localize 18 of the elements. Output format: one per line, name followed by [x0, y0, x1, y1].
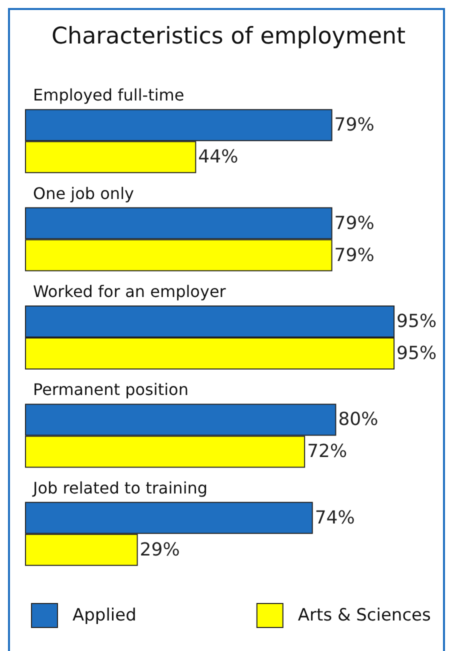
data-label: 79% [334, 114, 374, 136]
data-label: 79% [334, 244, 374, 266]
data-label: 95% [396, 343, 437, 364]
data-label: 95% [396, 311, 437, 332]
y-tick-label: Permanent position [33, 380, 188, 400]
y-tick-label: Job related to training [32, 478, 208, 498]
legend-label: Arts & Sciences [298, 606, 432, 626]
y-tick-label: Worked for an employer [33, 282, 226, 301]
y-tick-label: Employed full-time [33, 86, 184, 105]
legend-label: Applied [72, 606, 136, 626]
y-tick-label: One job only [33, 184, 134, 203]
data-label: 74% [314, 507, 355, 528]
data-label: 44% [198, 146, 238, 168]
chart-title: Characteristics of employment [51, 24, 406, 50]
data-label: 80% [338, 409, 378, 430]
data-label: 72% [307, 441, 348, 462]
data-label: 79% [334, 212, 374, 234]
data-label: 29% [140, 539, 180, 560]
